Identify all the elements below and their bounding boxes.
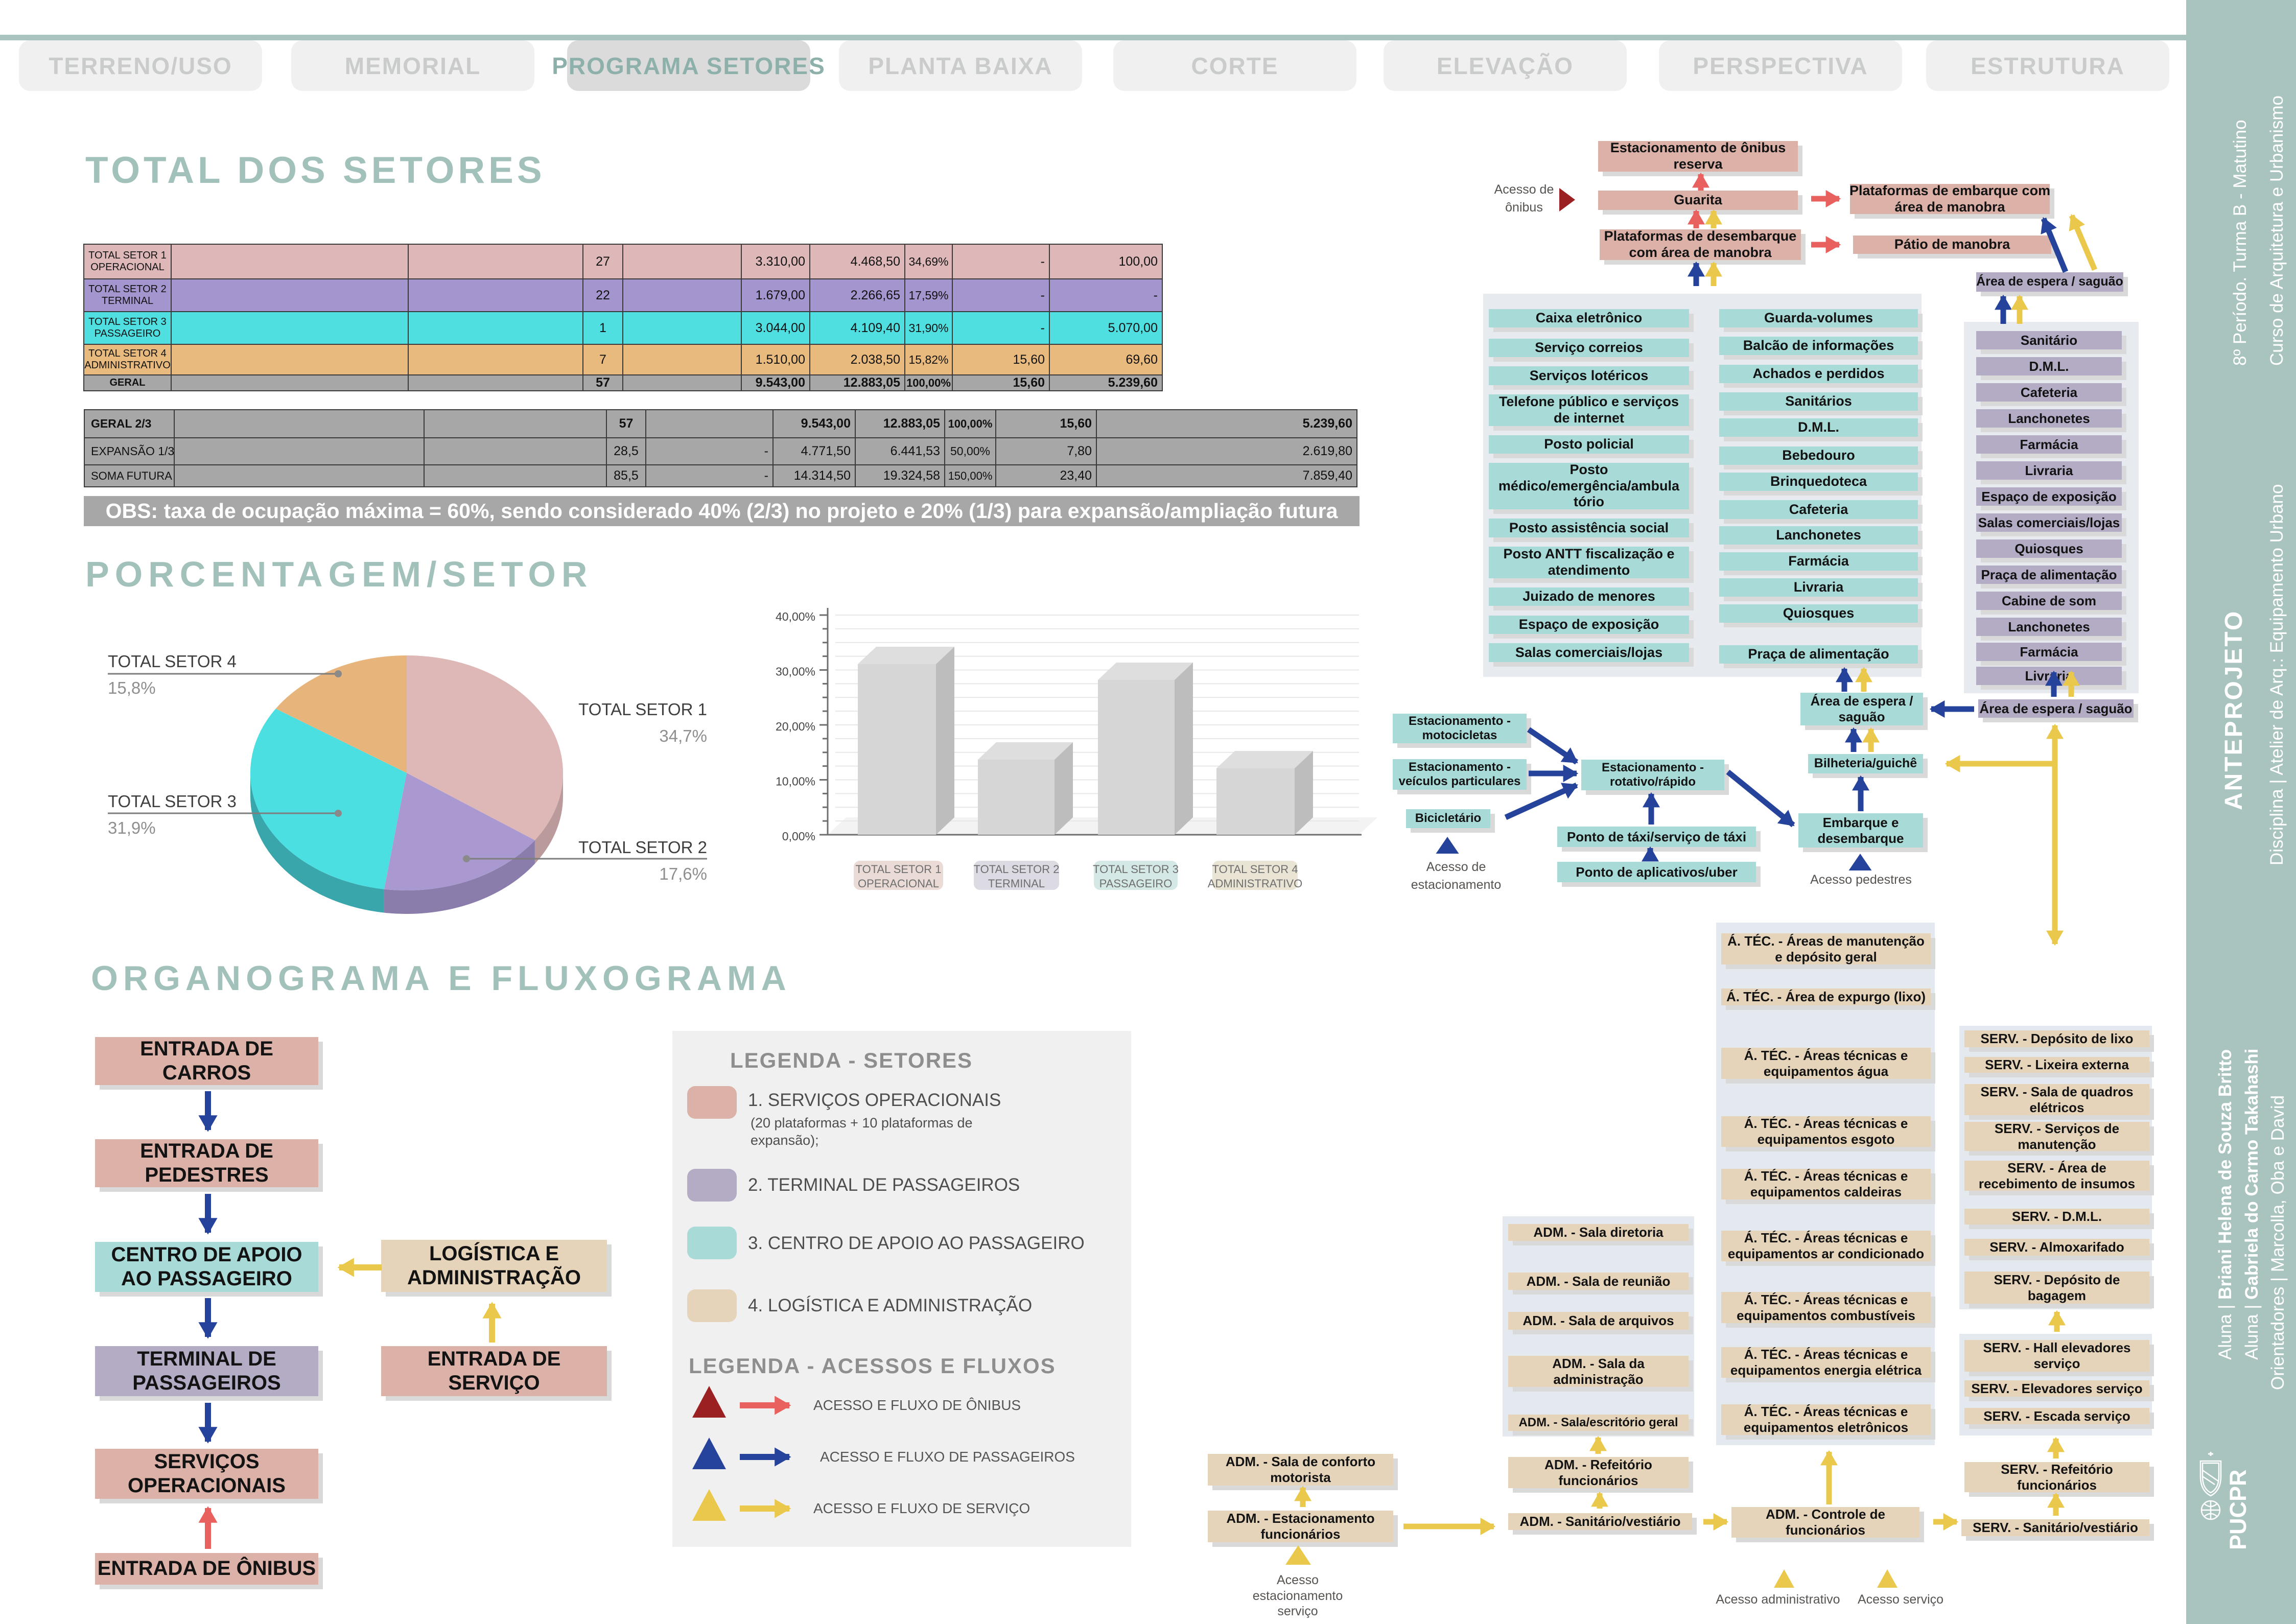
svg-text:ADMINISTRATIVO: ADMINISTRATIVO (1208, 877, 1302, 890)
svg-text:TERMINAL: TERMINAL (988, 877, 1045, 890)
svg-text:34,7%: 34,7% (659, 726, 707, 745)
svg-text:10,00%: 10,00% (776, 775, 815, 788)
svg-text:TOTAL SETOR 4: TOTAL SETOR 4 (1212, 863, 1298, 876)
svg-text:TOTAL SETOR 2: TOTAL SETOR 2 (578, 838, 707, 857)
svg-text:TOTAL SETOR 1: TOTAL SETOR 1 (578, 700, 707, 719)
svg-text:0,00%: 0,00% (782, 830, 815, 843)
svg-text:17,6%: 17,6% (659, 864, 707, 883)
svg-text:40,00%: 40,00% (776, 610, 815, 623)
svg-text:TOTAL SETOR 3: TOTAL SETOR 3 (108, 792, 237, 811)
svg-text:31,9%: 31,9% (108, 818, 156, 837)
svg-text:TOTAL SETOR 1: TOTAL SETOR 1 (856, 863, 942, 876)
svg-text:PASSAGEIRO: PASSAGEIRO (1099, 877, 1173, 890)
svg-text:15,8%: 15,8% (108, 678, 156, 697)
svg-text:TOTAL SETOR 4: TOTAL SETOR 4 (108, 652, 237, 671)
svg-text:30,00%: 30,00% (776, 665, 815, 678)
svg-text:20,00%: 20,00% (776, 720, 815, 733)
svg-text:OPERACIONAL: OPERACIONAL (858, 877, 939, 890)
svg-text:TOTAL SETOR 3: TOTAL SETOR 3 (1093, 863, 1179, 876)
svg-text:TOTAL SETOR 2: TOTAL SETOR 2 (974, 863, 1060, 876)
